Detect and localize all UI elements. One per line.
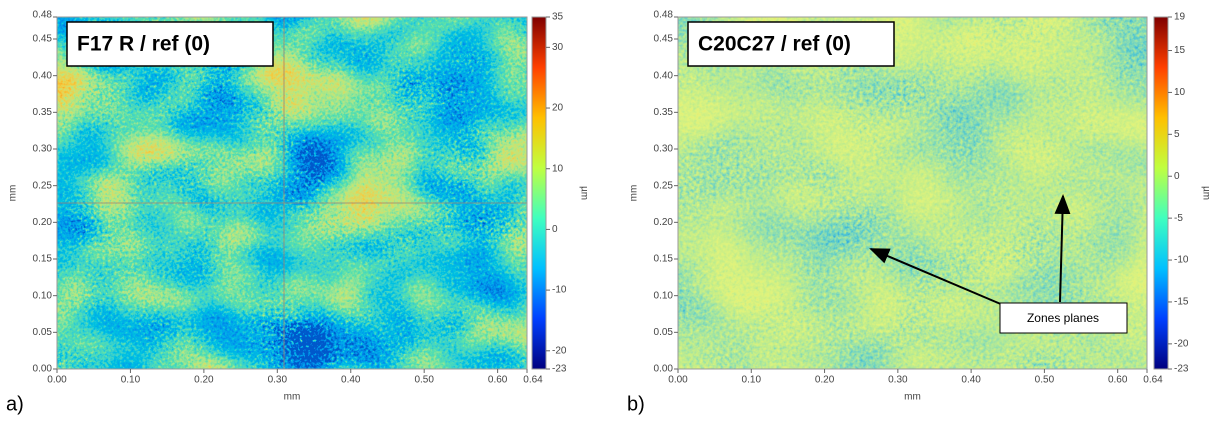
y-tick-label: 0.25 (33, 180, 53, 191)
y-tick-label: 0.00 (33, 364, 53, 375)
height-map (57, 17, 527, 369)
y-tick-label: 0.48 (33, 10, 53, 21)
plot-frame (677, 16, 1148, 370)
y-tick-label: 0.15 (33, 254, 53, 265)
plot-frame (56, 16, 528, 370)
y-tick-label: 0.20 (654, 217, 674, 228)
colorbar-tick-label: 0 (1174, 171, 1180, 182)
arrow (869, 248, 1004, 306)
x-axis-label: mm (904, 392, 921, 403)
x-tick-label: 0.30 (888, 375, 908, 386)
y-tick-label: 0.40 (654, 70, 674, 81)
y-tick-label: 0.45 (33, 34, 53, 45)
y-axis-label: mm (8, 185, 19, 202)
annotation-box (999, 302, 1128, 334)
y-tick-label: 0.25 (654, 180, 674, 191)
y-tick-label: 0.10 (654, 290, 674, 301)
colorbar (531, 16, 547, 370)
x-tick-label: 0.00 (47, 375, 67, 386)
colorbar-tick-label: 5 (1174, 129, 1180, 140)
colorbar-tick-label: -5 (1174, 213, 1183, 224)
x-tick-label: 0.10 (121, 375, 141, 386)
arrow (1054, 194, 1071, 303)
x-tick-label: 0.10 (742, 375, 762, 386)
y-tick-label: 0.00 (654, 364, 674, 375)
annotation: Zones planes (1027, 311, 1099, 325)
colorbar-tick-label: 19 (1174, 12, 1186, 23)
colorbar-tick-label: 30 (552, 42, 564, 53)
x-tick-label: 0.20 (815, 375, 835, 386)
y-tick-label: 0.45 (654, 34, 674, 45)
colorbar-tick-label: -23 (552, 364, 567, 375)
y-tick-label: 0.35 (33, 107, 53, 118)
panel-label: b) (627, 393, 645, 415)
x-tick-label: 0.64 (1143, 375, 1163, 386)
colorbar-label: µm (1200, 186, 1211, 200)
y-axis-label: mm (629, 185, 640, 202)
x-tick-label: 0.40 (961, 375, 981, 386)
y-tick-label: 0.48 (654, 10, 674, 21)
title-box (687, 21, 895, 67)
colorbar-tick-label: -15 (1174, 297, 1189, 308)
panel-title: C20C27 / ref (0) (698, 33, 851, 56)
x-tick-label: 0.50 (1035, 375, 1055, 386)
colorbar-tick-label: 10 (552, 163, 564, 174)
x-axis-label: mm (284, 392, 301, 403)
colorbar-tick-label: -20 (552, 345, 567, 356)
y-tick-label: 0.30 (654, 144, 674, 155)
x-tick-label: 0.40 (341, 375, 361, 386)
y-tick-label: 0.35 (654, 107, 674, 118)
colorbar-tick-label: 20 (552, 103, 564, 114)
panel-title: F17 R / ref (0) (77, 33, 210, 56)
x-tick-label: 0.64 (523, 375, 543, 386)
x-tick-label: 0.30 (268, 375, 288, 386)
y-tick-label: 0.30 (33, 144, 53, 155)
y-tick-label: 0.10 (33, 290, 53, 301)
y-tick-label: 0.15 (654, 254, 674, 265)
colorbar-tick-label: 15 (1174, 45, 1186, 56)
title-box (66, 21, 274, 67)
x-tick-label: 0.60 (1108, 375, 1128, 386)
y-tick-label: 0.20 (33, 217, 53, 228)
panel-label: a) (6, 393, 24, 415)
colorbar-tick-label: 35 (552, 12, 564, 23)
colorbar-tick-label: -10 (552, 285, 567, 296)
y-tick-label: 0.40 (33, 70, 53, 81)
x-tick-label: 0.00 (668, 375, 688, 386)
colorbar-tick-label: -20 (1174, 338, 1189, 349)
colorbar-tick-label: 0 (552, 224, 558, 235)
colorbar-label: µm (578, 186, 589, 200)
colorbar-tick-label: 10 (1174, 87, 1186, 98)
y-tick-label: 0.05 (654, 327, 674, 338)
colorbar-tick-label: -10 (1174, 255, 1189, 266)
colorbar-tick-label: -23 (1174, 364, 1189, 375)
x-tick-label: 0.60 (488, 375, 508, 386)
x-tick-label: 0.20 (194, 375, 214, 386)
x-tick-label: 0.50 (414, 375, 434, 386)
colorbar (1153, 16, 1169, 370)
y-tick-label: 0.05 (33, 327, 53, 338)
